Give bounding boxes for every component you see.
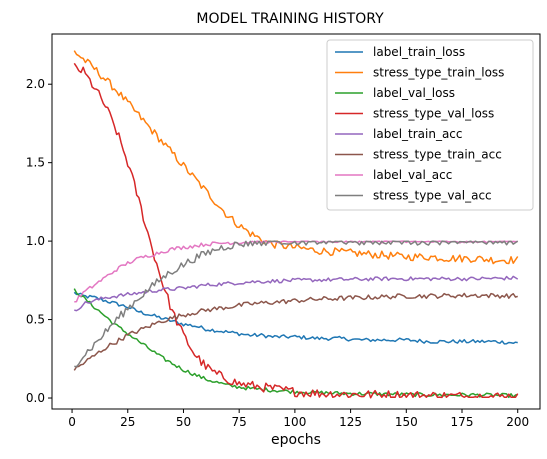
legend-label: stress_type_val_loss: [373, 107, 494, 121]
legend-label: stress_type_train_loss: [373, 66, 504, 80]
x-tick-label: 200: [506, 415, 529, 429]
legend-label: stress_type_val_acc: [373, 189, 492, 203]
y-tick-label: 2.0: [26, 77, 45, 91]
plot-frame: [51, 33, 541, 410]
legend-label: stress_type_train_acc: [373, 148, 502, 162]
x-tick-label: 75: [232, 415, 247, 429]
x-tick-label: 100: [283, 415, 306, 429]
x-tick-label: 150: [395, 415, 418, 429]
y-tick-label: 0.5: [26, 313, 45, 327]
chart-title: MODEL TRAINING HISTORY: [196, 11, 384, 27]
y-tick-label: 0.0: [26, 391, 45, 405]
series-line-stress-type-train-loss: [73, 50, 519, 265]
x-tick-label: 175: [451, 415, 474, 429]
x-tick-label: 50: [176, 415, 191, 429]
series-line-label-train-acc: [74, 275, 519, 312]
y-tick-label: 1.5: [26, 156, 45, 170]
series-line-stress-type-train-acc: [73, 292, 518, 371]
y-axis: 0.0 0.5 1.0 1.5 2.0: [26, 77, 52, 405]
series-line-label-train-loss: [73, 291, 518, 345]
legend-box: [326, 39, 534, 211]
legend-label: label_train_loss: [373, 45, 465, 59]
legend: label_train_loss stress_type_train_lossla…: [326, 39, 534, 211]
plot-area: [73, 50, 519, 399]
x-tick-label: 0: [68, 415, 76, 429]
legend-label: label_val_loss: [373, 86, 455, 100]
series-line-stress-type-val-loss: [73, 62, 519, 399]
legend-label: label_val_acc: [373, 168, 452, 182]
x-axis: 0 25 50 75 100 125 150 175 200: [68, 409, 529, 429]
legend-label: label_train_acc: [373, 127, 463, 141]
y-tick-label: 1.0: [26, 234, 45, 248]
x-tick-label: 25: [120, 415, 135, 429]
series-line-stress-type-val-acc: [74, 240, 519, 368]
x-tick-label: 125: [339, 415, 362, 429]
series-line-label-val-loss: [73, 288, 518, 399]
x-axis-label: epochs: [271, 432, 321, 448]
